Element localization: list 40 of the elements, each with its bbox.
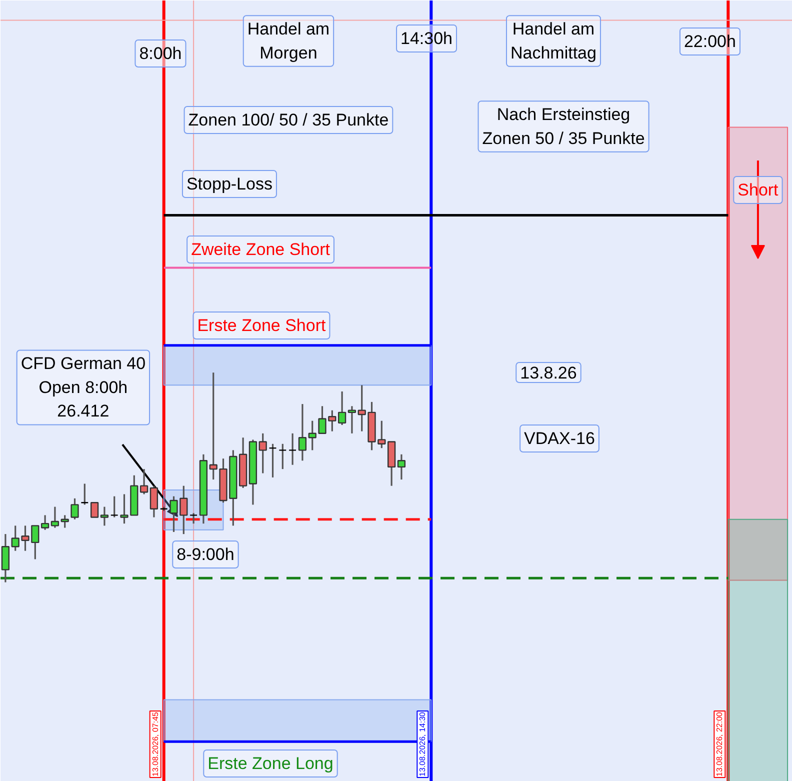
candlestick [80,482,89,506]
candlestick [258,432,267,474]
candlestick [288,432,297,466]
text: 22:00h [684,32,736,51]
candlestick [268,443,277,478]
candlestick [100,506,109,526]
candlestick [298,403,307,462]
candlestick [209,372,218,480]
text: Erste Zone Short [197,316,326,335]
text: Handel am Nachmittag [510,20,596,62]
candlestick [60,514,69,529]
annotation: 13.8.26 [520,363,577,382]
candlestick [278,443,287,470]
text: Erste Zone Long [208,754,334,774]
candlestick [348,405,356,434]
annotation: CFD German 40 Open 8:00h 26.412 [20,354,146,421]
text: 14:30h [400,29,453,48]
text: Short [738,180,779,200]
candlestick [189,512,198,524]
candlestick [70,498,79,520]
text: Zonen 100/ 50 / 35 Punkte [188,110,389,130]
candlestick [90,502,99,518]
text: Handel am Morgen [247,20,330,62]
candlestick [40,514,50,531]
text: 8:00h [139,44,182,64]
annotation: VDAX-16 [524,428,595,448]
text: Stopp-Loss [186,174,272,194]
annotation: 8-9:00h [176,544,234,564]
text: Nach Ersteinstieg Zonen 50 / 35 Punkte [482,105,645,148]
text: 13.08.2026, 22:00 [715,711,724,776]
candlestick [140,468,148,496]
text: 13.08.2026, 14:30 [418,711,428,776]
candlestick [338,390,346,426]
text: 13.08.2026, 07:45 [150,711,160,776]
candlestick [110,496,118,518]
candlestick [397,454,406,480]
candlestick [1,533,10,584]
candlestick [150,485,158,518]
text: Zweite Zone Short [191,240,330,259]
candlestick [50,506,60,529]
